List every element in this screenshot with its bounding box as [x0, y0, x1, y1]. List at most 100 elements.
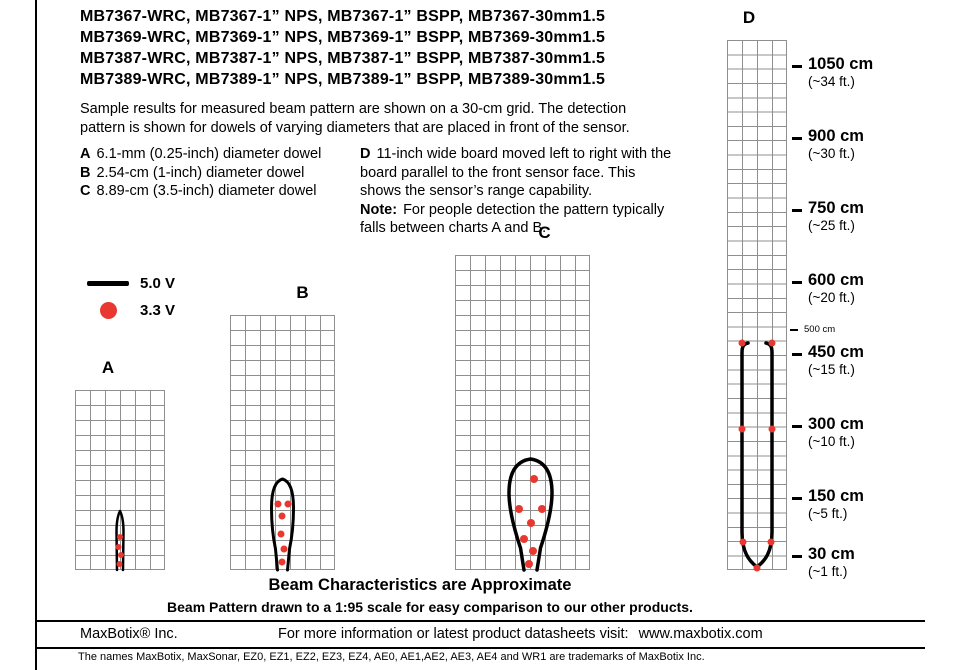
scale-ft-value: (~25 ft.)	[808, 218, 855, 233]
5v-beam-outline-C	[507, 457, 554, 572]
beam-plot-C	[507, 457, 554, 572]
3v3-detection-dot	[278, 512, 286, 520]
scale-cm-value: 450 cm	[808, 343, 864, 361]
3v3-dot-icon	[99, 302, 117, 319]
scale-ft-value: (~20 ft.)	[808, 290, 855, 305]
3v3-detection-dot	[768, 339, 776, 347]
scale-label-450: 450 cm (~15 ft.)	[808, 343, 864, 378]
scale-ft-value: (~1 ft.)	[808, 564, 848, 579]
beam-plot-D	[738, 339, 776, 572]
legend-dot-cell	[84, 302, 132, 319]
board-text: 11-inch wide board moved left to right w…	[360, 146, 672, 199]
3v3-detection-dot	[117, 534, 123, 540]
scale-tick	[792, 137, 802, 140]
product-line-3: MB7387-WRC, MB7387-1” NPS, MB7387-1” BSP…	[80, 50, 606, 67]
3v3-detection-dot	[753, 564, 761, 572]
3v3-detection-dot	[538, 505, 546, 513]
scale-ft-value: (~15 ft.)	[808, 362, 855, 377]
3v3-detection-dot	[530, 475, 538, 483]
scale-label-150: 150 cm (~5 ft.)	[808, 487, 864, 522]
footer-divider-top	[37, 620, 925, 622]
scale-cm-value: 300 cm	[808, 415, 864, 433]
scale-label-300: 300 cm (~10 ft.)	[808, 415, 864, 450]
chart-label-C: C	[538, 223, 551, 242]
3v3-detection-dot	[768, 425, 776, 433]
scale-cm-value: 150 cm	[808, 487, 864, 505]
scale-ft-value: (~34 ft.)	[808, 74, 855, 89]
scale-cm-value: 30 cm	[808, 545, 855, 563]
scale-cm-value: 750 cm	[808, 199, 864, 217]
3v3-detection-dot	[280, 545, 288, 553]
3v3-detection-dot	[115, 544, 122, 550]
beam-grid-C	[455, 255, 590, 570]
board-description-block: D 11-inch wide board moved left to right …	[360, 145, 678, 238]
scale-tick	[792, 281, 802, 284]
5v-beam-outline-B	[270, 477, 295, 572]
legend-row-5v: 5.0 V	[84, 270, 175, 297]
scale-cm-value: 900 cm	[808, 127, 864, 145]
product-title-block: MB7367-WRC, MB7367-1” NPS, MB7367-1” BSP…	[80, 6, 605, 90]
scale-tick	[792, 555, 802, 558]
5v-beam-outline-D	[740, 341, 774, 569]
3v3-detection-dot	[527, 519, 535, 527]
page-left-border	[35, 0, 37, 670]
3v3-detection-dot	[520, 535, 528, 543]
3v3-detection-dot	[738, 339, 746, 347]
people-detection-note: Note: For people detection the pattern ty…	[360, 201, 678, 238]
3v3-detection-dot	[274, 500, 282, 508]
dowel-text-c: 8.89-cm (3.5-inch) diameter dowel	[96, 183, 317, 199]
product-line-1: MB7367-WRC, MB7367-1” NPS, MB7367-1” BSP…	[80, 8, 606, 25]
dowel-key-b: B	[80, 164, 91, 181]
scale-label-750: 750 cm (~25 ft.)	[808, 199, 864, 234]
footer-visit-line: For more information or latest product d…	[278, 626, 763, 642]
beam-grid-D	[727, 40, 787, 570]
scale-cm-value: 1050 cm	[808, 55, 874, 73]
3v3-detection-dot	[525, 560, 533, 568]
scale-label-500: 500 cm	[804, 324, 836, 335]
approx-note: Beam Characteristics are Approximate	[268, 576, 572, 594]
beam-plot-A	[115, 509, 125, 572]
dowel-key-c: C	[80, 183, 91, 199]
scale-tick	[792, 209, 802, 212]
dowel-key-a: A	[80, 146, 91, 162]
3v3-detection-dot	[278, 558, 286, 566]
3v3-detection-dot	[116, 561, 123, 567]
scale-cm-value: 600 cm	[808, 271, 864, 289]
scale-comparison-note: Beam Pattern drawn to a 1:95 scale for e…	[167, 599, 693, 615]
legend-3v3-label: 3.3 V	[140, 302, 176, 319]
scale-tick	[792, 65, 802, 68]
note-text: For people detection the pattern typical…	[360, 201, 665, 237]
dowel-item-a: A 6.1-mm (0.25-inch) diameter dowel	[80, 145, 321, 164]
trademark-note: The names MaxBotix, MaxSonar, EZ0, EZ1, …	[78, 651, 705, 663]
board-key-d: D	[360, 146, 371, 162]
website-link[interactable]: www.maxbotix.com	[638, 626, 763, 642]
chart-label-A: A	[101, 358, 115, 377]
scale-label-30: 30 cm (~1 ft.)	[808, 545, 855, 580]
note-key: Note:	[360, 201, 398, 218]
dowel-text-b: 2.54-cm (1-inch) diameter dowel	[96, 164, 305, 181]
scale-ft-value: (~5 ft.)	[808, 506, 848, 521]
3v3-detection-dot	[738, 425, 746, 433]
board-description: D 11-inch wide board moved left to right …	[360, 145, 678, 201]
3v3-detection-dot	[277, 530, 285, 538]
footer-divider-bottom	[37, 647, 925, 649]
scale-tick	[792, 497, 802, 500]
company-name: MaxBotix® Inc.	[80, 626, 178, 642]
dowel-description-list: A 6.1-mm (0.25-inch) diameter dowel B 2.54…	[80, 145, 321, 201]
legend-row-3v3: 3.3 V	[84, 297, 175, 324]
3v3-detection-dot	[529, 547, 537, 555]
3v3-detection-dot	[739, 538, 747, 546]
3v3-detection-dot	[118, 552, 124, 558]
scale-ft-value: (~10 ft.)	[808, 434, 855, 449]
3v3-detection-dot	[515, 505, 523, 513]
beam-plot-B	[270, 477, 295, 572]
intro-paragraph: Sample results for measured beam pattern…	[80, 101, 630, 136]
scale-tick-minor	[790, 329, 798, 331]
scale-tick	[792, 353, 802, 356]
visit-text: For more information or latest product d…	[278, 626, 629, 642]
scale-label-600: 600 cm (~20 ft.)	[808, 271, 864, 306]
5v-beam-outline-A	[115, 509, 125, 572]
scale-label-1050: 1050 cm (~34 ft.)	[808, 55, 873, 90]
beam-grid-B	[230, 315, 335, 570]
